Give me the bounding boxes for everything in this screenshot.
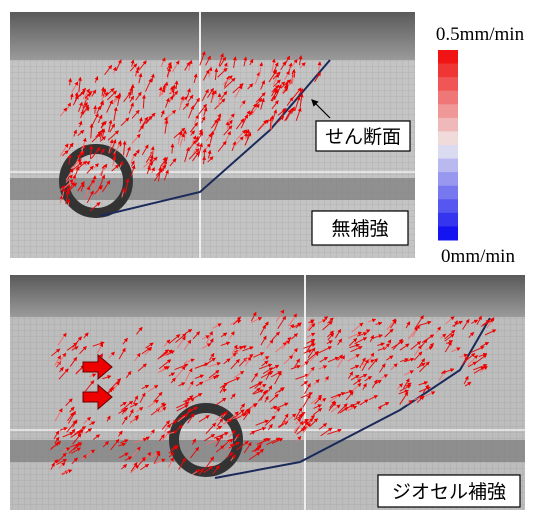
colorbar-block: [438, 213, 458, 227]
panel-label: ジオセル補強: [392, 481, 506, 503]
colorbar-block: [438, 145, 458, 159]
colorbar: [438, 50, 458, 241]
panel-label: 無補強: [331, 218, 388, 240]
colorbar-block: [438, 77, 458, 91]
figure: せん断面 無補強 ジオセル補強 0.5mm/min 0mm/min: [0, 0, 533, 518]
colorbar-block: [438, 104, 458, 118]
colorbar-block: [438, 91, 458, 105]
colorbar-block: [438, 226, 458, 240]
page: Shear surface figure {"colorbar": {"max_…: [0, 0, 533, 518]
colorbar-block: [438, 199, 458, 213]
colorbar-block: [438, 186, 458, 200]
colorbar-max-label: 0.5mm/min: [436, 24, 525, 45]
bottom-photo: ジオセル補強: [10, 275, 525, 510]
vector: [172, 144, 173, 154]
annotation: せん断面: [325, 126, 401, 148]
colorbar-min-label: 0mm/min: [441, 246, 515, 267]
top-photo: せん断面 無補強: [10, 12, 415, 258]
colorbar-block: [438, 172, 458, 186]
page-body: せん断面 無補強 ジオセル補強 0.5mm/min 0mm/min (() =>…: [0, 0, 533, 518]
colorbar-block: [438, 159, 458, 173]
colorbar-block: [438, 131, 458, 145]
colorbar-block: [438, 64, 458, 78]
colorbar-block: [438, 50, 458, 64]
colorbar-block: [438, 118, 458, 132]
vector: [95, 106, 96, 114]
